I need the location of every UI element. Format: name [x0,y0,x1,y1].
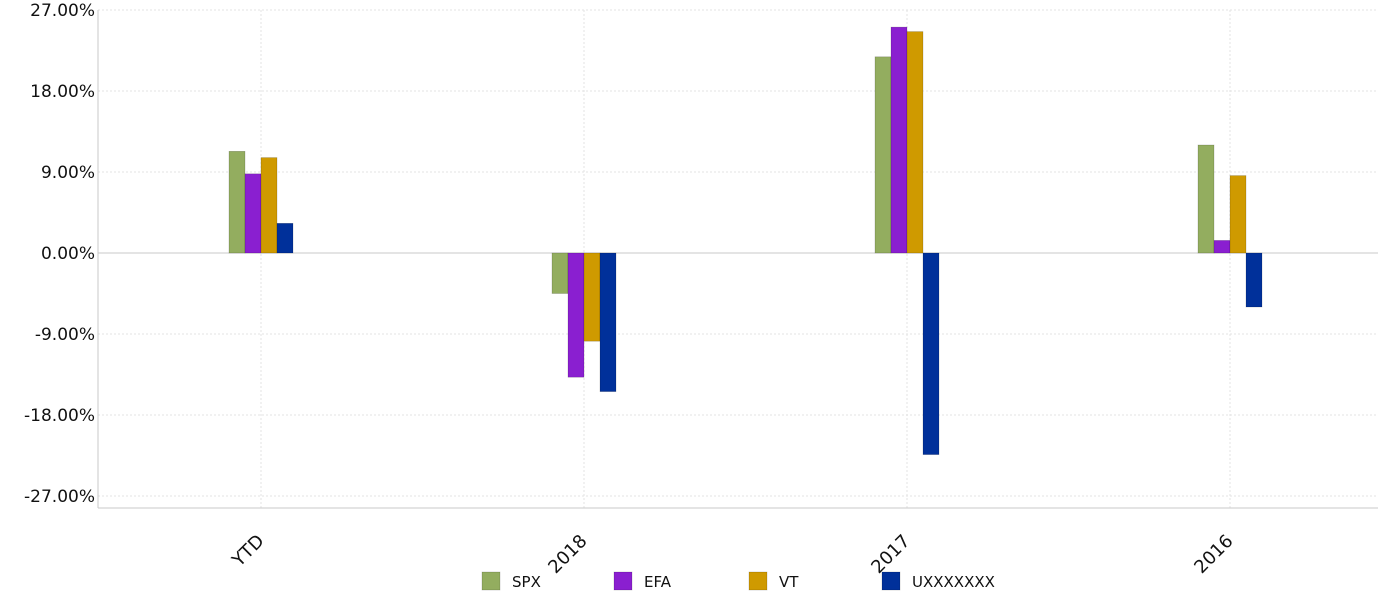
bar-uxxxxxxx-2017 [922,252,940,455]
legend-swatch [613,571,633,591]
legend-label: SPX [512,573,541,591]
bars-layer [228,26,1263,455]
legend-label: EFA [644,573,672,591]
y-tick-label: -9.00% [35,325,95,345]
bar-vt-2016 [1229,175,1247,254]
legend-item-spx: SPX [481,571,541,591]
y-tick-label: 27.00% [30,1,95,21]
bar-spx-2018 [551,252,569,294]
x-tick-label: 2018 [544,531,591,578]
bar-uxxxxxxx-2016 [1245,252,1263,308]
x-tick-label: 2016 [1190,531,1237,578]
bar-spx-2017 [874,56,892,254]
bar-vt-ytd [260,157,278,254]
grid-layer [98,9,1378,508]
y-tick-label: -27.00% [24,487,95,507]
legend-item-efa: EFA [613,571,672,591]
y-tick-label: -18.00% [24,406,95,426]
bar-spx-ytd [228,151,246,254]
bar-efa-2016 [1213,240,1231,254]
y-tick-label: 0.00% [41,244,95,264]
bar-uxxxxxxx-ytd [276,223,294,254]
legend-swatch [748,571,768,591]
legend-label: VT [779,573,799,591]
legend-swatch [881,571,901,591]
x-tick-label: 2017 [867,531,914,578]
bar-efa-2018 [567,252,585,378]
bar-efa-ytd [244,173,262,254]
legend-swatch [481,571,501,591]
legend: SPX EFA VT UXXXXXXX [481,571,995,591]
bar-efa-2017 [890,26,908,254]
bar-vt-2017 [906,31,924,254]
x-tick-label: YTD [228,531,269,572]
bar-spx-2016 [1197,144,1215,254]
y-tick-label: 9.00% [41,163,95,183]
y-tick-label: 18.00% [30,82,95,102]
legend-item-uxxxxxxx: UXXXXXXX [881,571,995,591]
legend-label: UXXXXXXX [912,573,995,591]
legend-item-vt: VT [748,571,799,591]
bar-vt-2018 [583,252,601,342]
axes-layer: 27.00% 18.00% 9.00% 0.00% -9.00% -18.00% -27.0… [24,1,1378,578]
bar-uxxxxxxx-2018 [599,252,617,392]
